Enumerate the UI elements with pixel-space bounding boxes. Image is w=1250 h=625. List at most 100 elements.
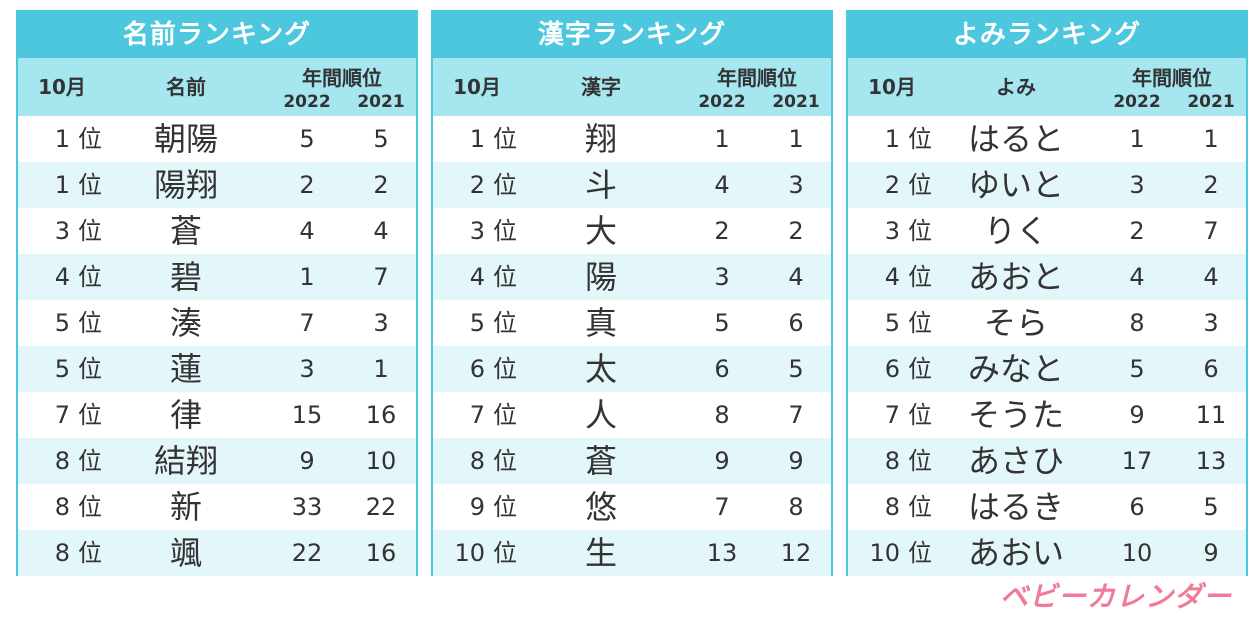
rank-unit: 位 xyxy=(493,355,517,383)
rank-2021-cell: 5 xyxy=(788,355,804,383)
rank-unit: 位 xyxy=(493,493,517,521)
rank-2022-cell: 5 xyxy=(714,309,730,337)
year-2022-header: 2022 xyxy=(283,92,331,112)
annual-rank-header: 年間順位 xyxy=(717,66,797,90)
rank-unit: 位 xyxy=(493,539,517,567)
name-header: 漢字 xyxy=(581,75,621,99)
name-cell: 陽翔 xyxy=(153,166,218,204)
rank-2021-cell: 6 xyxy=(788,309,804,337)
rank-number: 10 xyxy=(869,539,900,567)
rank-2021-cell: 7 xyxy=(1203,217,1219,245)
rank-2022-cell: 9 xyxy=(714,447,730,475)
rank-unit: 位 xyxy=(493,447,517,475)
name-cell: 碧 xyxy=(169,258,202,296)
rank-unit: 位 xyxy=(78,355,102,383)
name-cell: ゆいと xyxy=(967,166,1064,204)
rank-number: 4 xyxy=(469,263,485,291)
rank-number: 6 xyxy=(469,355,485,383)
rank-2022-cell: 2 xyxy=(1129,217,1145,245)
rank-2021-cell: 4 xyxy=(788,263,804,291)
rank-2022-cell: 4 xyxy=(714,171,730,199)
name-cell: 人 xyxy=(584,396,617,434)
name-cell: 颯 xyxy=(169,534,202,572)
rank-unit: 位 xyxy=(908,125,932,153)
month-header: 10月 xyxy=(453,75,501,99)
rank-number: 1 xyxy=(54,125,70,153)
table-header: 10月 よみ 年間順位 2022 2021 xyxy=(848,58,1246,116)
rank-number: 10 xyxy=(454,539,485,567)
rank-2021-cell: 1 xyxy=(788,125,804,153)
rank-2022-cell: 10 xyxy=(1121,539,1153,567)
rank-2022-cell: 1 xyxy=(714,125,730,153)
rank-2021-cell: 11 xyxy=(1195,401,1227,429)
rank-2021-cell: 5 xyxy=(1203,493,1219,521)
rank-number: 4 xyxy=(54,263,70,291)
rank-unit: 位 xyxy=(908,217,932,245)
rank-number: 7 xyxy=(469,401,485,429)
name-header: よみ xyxy=(996,75,1036,99)
rank-2021-cell: 3 xyxy=(788,171,804,199)
rank-number: 4 xyxy=(884,263,900,291)
name-cell: 翔 xyxy=(584,120,617,158)
rank-number: 1 xyxy=(54,171,70,199)
rank-2022-cell: 3 xyxy=(714,263,730,291)
name-cell: 新 xyxy=(169,488,202,526)
rank-number: 8 xyxy=(54,447,70,475)
rank-2022-cell: 9 xyxy=(299,447,315,475)
name-cell: そうた xyxy=(967,396,1064,434)
rank-2022-cell: 3 xyxy=(299,355,315,383)
rank-unit: 位 xyxy=(908,263,932,291)
name-cell: 大 xyxy=(584,212,617,250)
rank-number: 5 xyxy=(54,355,70,383)
name-cell: りく xyxy=(983,212,1048,250)
rank-number: 8 xyxy=(54,493,70,521)
rank-cell: 10 位 xyxy=(433,530,521,576)
rank-2021-cell: 1 xyxy=(373,355,389,383)
rank-number: 8 xyxy=(884,447,900,475)
name-cell: 真 xyxy=(584,304,617,342)
rank-2022-cell: 15 xyxy=(291,401,323,429)
name-cell: 太 xyxy=(584,350,617,388)
rank-2021-cell: 9 xyxy=(1203,539,1219,567)
rank-2021-cell: 8 xyxy=(788,493,804,521)
name-cell: 生 xyxy=(584,534,617,572)
name-cell: あおと xyxy=(967,258,1064,296)
name-cell: 斗 xyxy=(584,166,617,204)
rank-unit: 位 xyxy=(908,447,932,475)
rank-unit: 位 xyxy=(493,125,517,153)
rank-2022-cell: 1 xyxy=(299,263,315,291)
name-cell: 蓮 xyxy=(169,350,202,388)
